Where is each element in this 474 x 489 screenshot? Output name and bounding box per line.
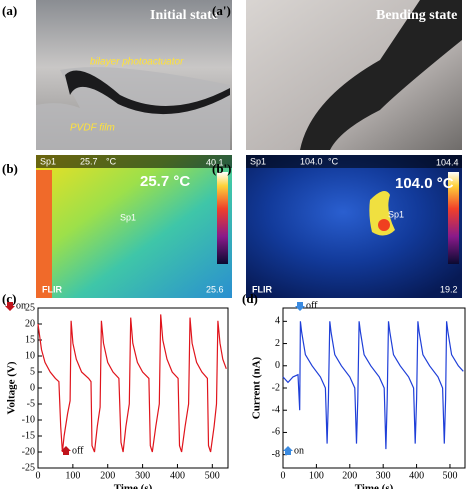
info-bar bbox=[246, 155, 462, 168]
plot-frame bbox=[37, 307, 229, 469]
note: PVDF film bbox=[70, 123, 115, 134]
actuator bbox=[65, 70, 230, 115]
x-tick-label: 100 bbox=[309, 470, 324, 481]
panel-label: (b) bbox=[2, 161, 18, 176]
annotation: on bbox=[16, 300, 26, 311]
panel-label: (a') bbox=[212, 3, 231, 18]
y-tick-label: -8 bbox=[272, 449, 280, 460]
y-tick-label: 4 bbox=[275, 316, 280, 327]
x-tick-label: 200 bbox=[342, 470, 357, 481]
x-tick-label: 0 bbox=[36, 470, 41, 481]
arrow bbox=[295, 302, 305, 311]
y-tick-label: 10 bbox=[25, 350, 35, 361]
y-axis-label: Voltage (V) bbox=[6, 361, 18, 414]
panel-label: (b') bbox=[212, 161, 232, 176]
x-tick-label: 0 bbox=[281, 470, 286, 481]
y-tick-label: 0 bbox=[275, 360, 280, 371]
hot-core bbox=[378, 219, 390, 231]
unit: °C bbox=[106, 156, 117, 166]
y-tick-label: 15 bbox=[25, 334, 35, 345]
x-tick-label: 500 bbox=[205, 470, 220, 481]
photo-title: Bending state bbox=[376, 8, 457, 23]
marker: Sp1 bbox=[388, 209, 404, 219]
y-tick-label: 0 bbox=[30, 382, 35, 393]
x-tick-label: 300 bbox=[135, 470, 150, 481]
x-axis-label: Time (s) bbox=[355, 483, 394, 489]
info-bar bbox=[36, 155, 232, 168]
colorbar bbox=[217, 172, 228, 264]
unit: °C bbox=[328, 156, 339, 166]
y-tick-label: -6 bbox=[272, 427, 280, 438]
panel-label: (d) bbox=[242, 291, 258, 306]
colorbar bbox=[448, 172, 459, 264]
line bbox=[282, 321, 464, 450]
thermal-image bbox=[246, 155, 462, 298]
annotation: off bbox=[72, 445, 84, 456]
y-tick-label: 20 bbox=[25, 318, 35, 329]
y-tick-label: -25 bbox=[22, 462, 35, 473]
annotation: off bbox=[306, 300, 318, 311]
annotation: on bbox=[294, 445, 304, 456]
scale-min: 19.2 bbox=[440, 284, 458, 294]
y-tick-label: -20 bbox=[22, 446, 35, 457]
spot-label: Sp1 bbox=[250, 156, 266, 166]
y-tick-label: 5 bbox=[30, 366, 35, 377]
x-tick-label: 100 bbox=[65, 470, 80, 481]
brand: FLIR bbox=[42, 284, 62, 294]
plot-frame bbox=[282, 307, 466, 469]
actuator bbox=[300, 0, 462, 150]
spot-reading: 25.7 bbox=[80, 156, 98, 166]
y-tick-label: -2 bbox=[272, 382, 280, 393]
brand: FLIR bbox=[252, 284, 272, 294]
x-tick-label: 500 bbox=[442, 470, 457, 481]
thermal-hot bbox=[36, 170, 52, 298]
x-tick-label: 300 bbox=[376, 470, 391, 481]
temperature: 104.0 °C bbox=[395, 175, 454, 192]
scale-max: 104.4 bbox=[436, 157, 459, 167]
line bbox=[37, 314, 227, 453]
y-axis-label: Current (nA) bbox=[251, 356, 263, 419]
scale-max: 40.1 bbox=[206, 157, 224, 167]
arrow bbox=[283, 446, 293, 455]
x-tick-label: 400 bbox=[170, 470, 185, 481]
x-axis-label: Time (s) bbox=[114, 483, 153, 489]
y-tick-label: -5 bbox=[27, 398, 35, 409]
y-tick-label: -15 bbox=[22, 430, 35, 441]
x-tick-label: 400 bbox=[409, 470, 424, 481]
arrow bbox=[61, 446, 71, 455]
y-tick-label: 25 bbox=[25, 302, 35, 313]
y-tick-label: -10 bbox=[22, 414, 35, 425]
spot-label: Sp1 bbox=[40, 156, 56, 166]
temperature: 25.7 °C bbox=[140, 173, 190, 190]
marker: Sp1 bbox=[120, 212, 136, 222]
note: bilayer photoactuator bbox=[90, 57, 184, 68]
scale-min: 25.6 bbox=[206, 284, 224, 294]
y-tick-label: -4 bbox=[272, 405, 280, 416]
y-tick-label: 2 bbox=[275, 338, 280, 349]
spot-reading: 104.0 bbox=[300, 156, 323, 166]
x-tick-label: 200 bbox=[100, 470, 115, 481]
thermal-image bbox=[36, 155, 232, 298]
arrow bbox=[5, 302, 15, 311]
panel-label: (a) bbox=[2, 3, 17, 18]
photo-title: Initial state bbox=[150, 8, 218, 23]
